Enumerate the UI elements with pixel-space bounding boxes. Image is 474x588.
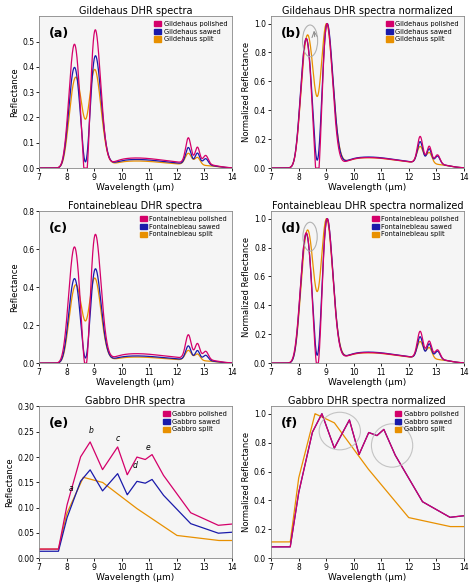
Text: b: b [89, 426, 93, 435]
X-axis label: Wavelength (μm): Wavelength (μm) [328, 183, 406, 192]
X-axis label: Wavelength (μm): Wavelength (μm) [328, 378, 406, 387]
Title: Gabbro DHR spectra: Gabbro DHR spectra [85, 396, 186, 406]
Text: (a): (a) [49, 27, 69, 40]
Text: e: e [146, 443, 150, 452]
Text: (b): (b) [281, 27, 301, 40]
Y-axis label: Normalized Reflectance: Normalized Reflectance [242, 432, 251, 532]
Y-axis label: Reflectance: Reflectance [10, 68, 19, 117]
X-axis label: Wavelength (μm): Wavelength (μm) [328, 573, 406, 583]
Text: (f): (f) [281, 417, 298, 430]
X-axis label: Wavelength (μm): Wavelength (μm) [96, 573, 174, 583]
Y-axis label: Reflectance: Reflectance [10, 262, 19, 312]
Legend: Gabbro polished, Gabbro sawed, Gabbro split: Gabbro polished, Gabbro sawed, Gabbro sp… [393, 410, 460, 434]
Y-axis label: Reflectance: Reflectance [6, 457, 15, 507]
Legend: Gildehaus polished, Gildehaus sawed, Gildehaus split: Gildehaus polished, Gildehaus sawed, Gil… [153, 19, 228, 44]
Y-axis label: Normalized Reflectance: Normalized Reflectance [242, 237, 251, 338]
Y-axis label: Normalized Reflectance: Normalized Reflectance [242, 42, 251, 142]
Title: Gildehaus DHR spectra: Gildehaus DHR spectra [79, 5, 192, 15]
Legend: Gabbro polished, Gabbro sawed, Gabbro split: Gabbro polished, Gabbro sawed, Gabbro sp… [162, 410, 228, 434]
Title: Gildehaus DHR spectra normalized: Gildehaus DHR spectra normalized [282, 5, 453, 15]
Title: Fontainebleau DHR spectra: Fontainebleau DHR spectra [68, 201, 203, 211]
Legend: Fontainebleau polished, Fontainebleau sawed, Fontainebleau split: Fontainebleau polished, Fontainebleau sa… [371, 215, 460, 239]
Title: Fontainebleau DHR spectra normalized: Fontainebleau DHR spectra normalized [272, 201, 463, 211]
X-axis label: Wavelength (μm): Wavelength (μm) [96, 183, 174, 192]
Text: c: c [116, 434, 120, 443]
Text: (c): (c) [49, 222, 68, 235]
Legend: Gildehaus polished, Gildehaus sawed, Gildehaus split: Gildehaus polished, Gildehaus sawed, Gil… [385, 19, 460, 44]
Text: a: a [69, 485, 73, 493]
Title: Gabbro DHR spectra normalized: Gabbro DHR spectra normalized [289, 396, 446, 406]
Legend: Fontainebleau polished, Fontainebleau sawed, Fontainebleau split: Fontainebleau polished, Fontainebleau sa… [139, 215, 228, 239]
X-axis label: Wavelength (μm): Wavelength (μm) [96, 378, 174, 387]
Text: d: d [133, 460, 138, 470]
Text: (e): (e) [49, 417, 69, 430]
Text: (d): (d) [281, 222, 301, 235]
